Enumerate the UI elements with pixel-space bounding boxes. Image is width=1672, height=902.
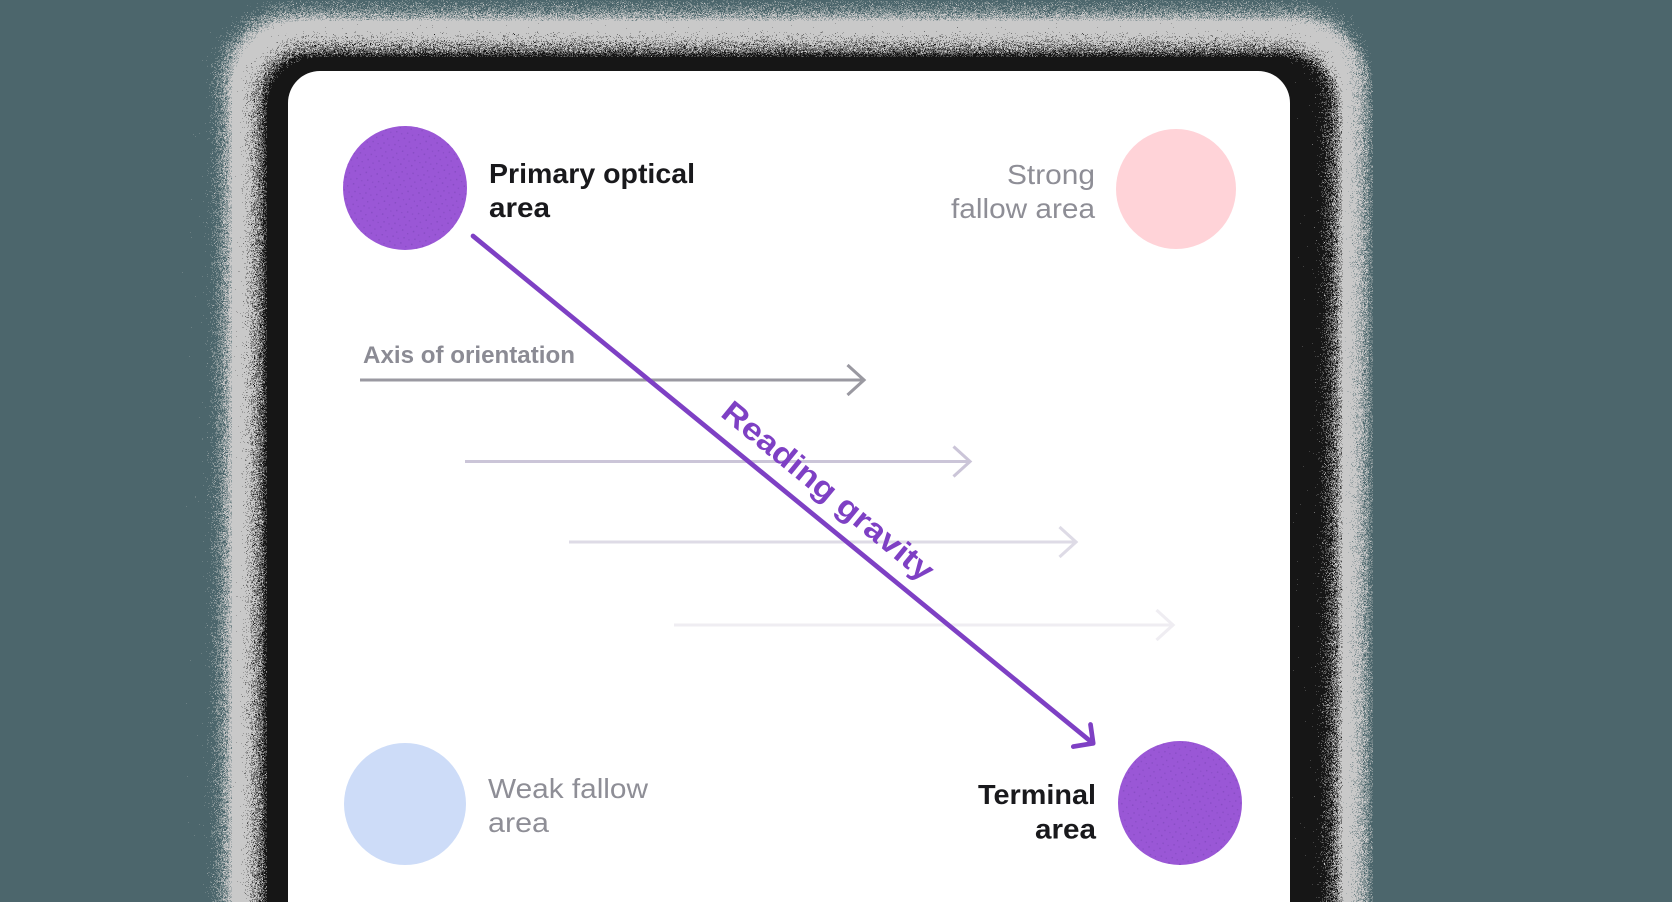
svg-text:Axis of orientation: Axis of orientation: [363, 342, 575, 369]
svg-text:Terminal: Terminal: [978, 779, 1096, 810]
svg-text:area: area: [489, 192, 550, 223]
svg-text:Primary optical: Primary optical: [489, 158, 695, 189]
svg-text:Strong: Strong: [1007, 159, 1095, 190]
svg-text:fallow area: fallow area: [951, 193, 1095, 224]
svg-text:Weak fallow: Weak fallow: [488, 773, 649, 804]
svg-text:area: area: [488, 807, 549, 838]
svg-text:area: area: [1035, 814, 1096, 845]
